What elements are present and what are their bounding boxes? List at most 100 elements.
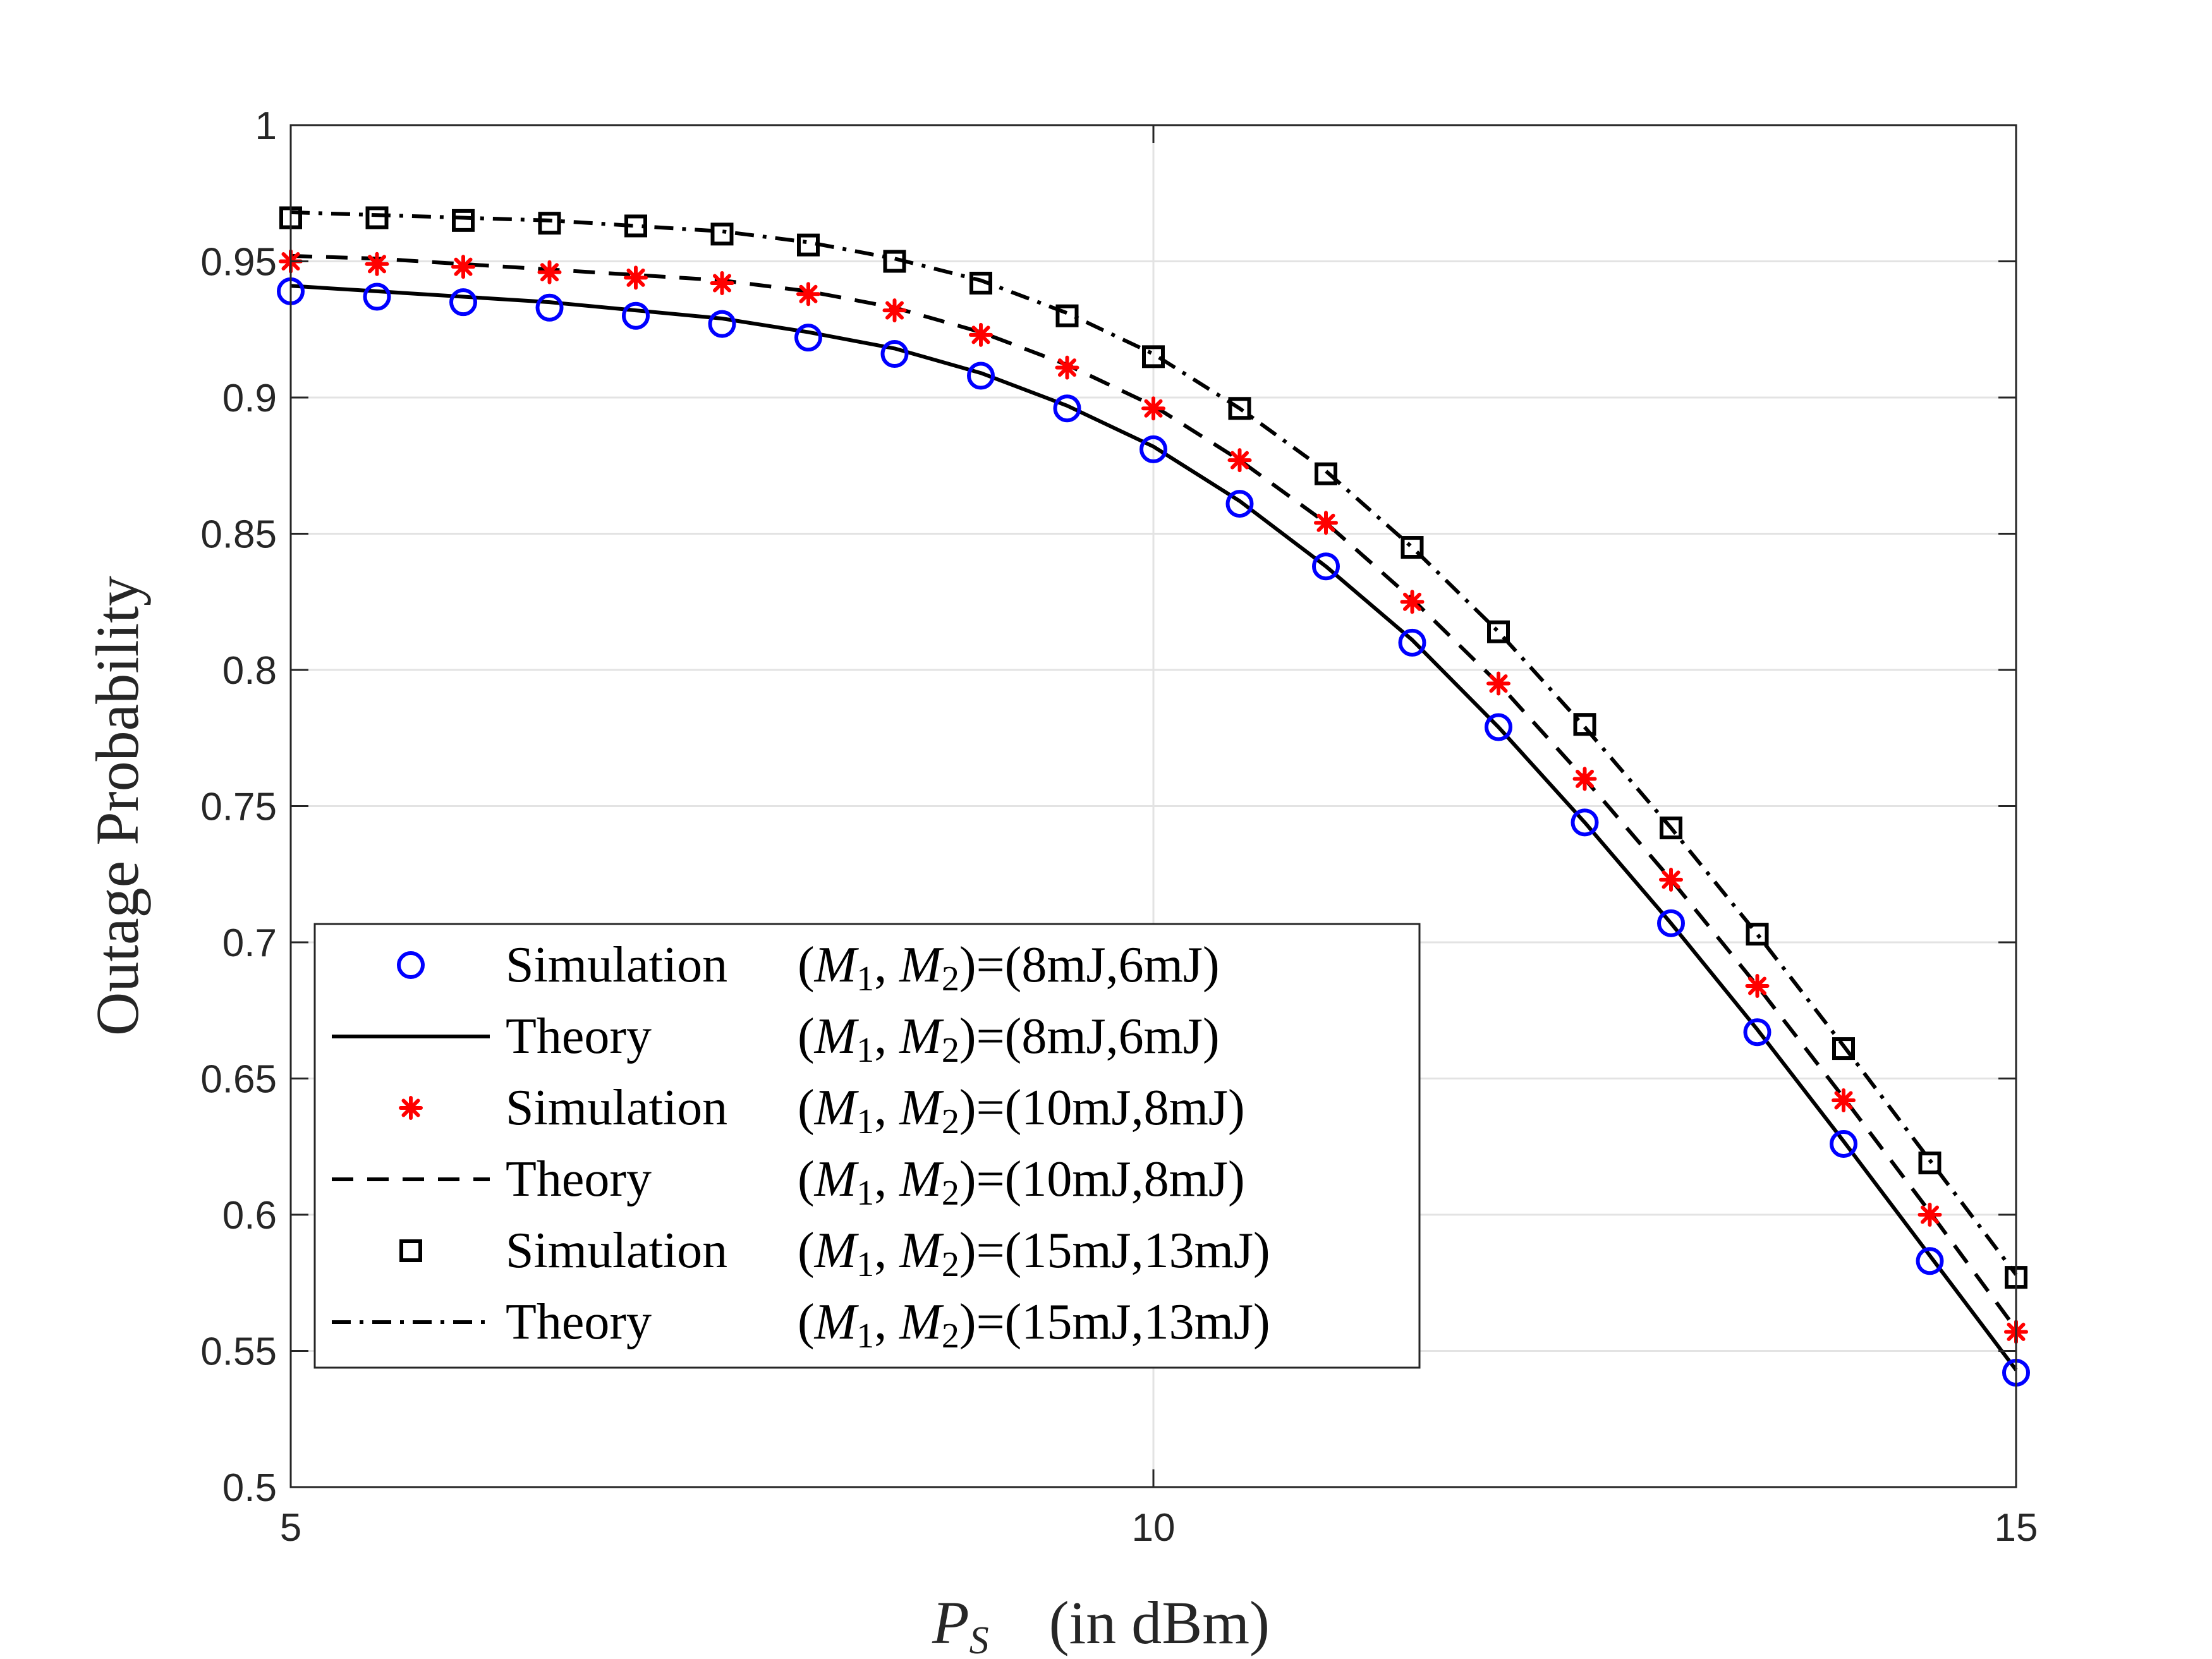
legend-marker-circle <box>397 951 425 979</box>
legend-marker-square <box>399 1239 422 1262</box>
asterisk-stroke <box>712 274 732 293</box>
series-line-dashed <box>290 253 2018 1330</box>
legend-value: )=(15mJ,13mJ) <box>959 1294 1270 1350</box>
data-point-square <box>452 209 475 232</box>
y-tick-label: 0.9 <box>222 377 277 420</box>
legend-comma: , <box>874 1080 899 1136</box>
legend-label-kind: Theory <box>506 1152 652 1207</box>
legend-label-kind: Theory <box>506 1009 652 1064</box>
asterisk-stroke <box>1144 399 1163 418</box>
legend-subscript: 2 <box>942 959 959 999</box>
asterisk-stroke <box>799 284 818 303</box>
legend-symbol: M <box>899 1080 944 1136</box>
data-point-asterisk <box>710 270 734 295</box>
legend-symbol: M <box>899 1294 944 1350</box>
legend-symbol: M <box>899 1009 944 1064</box>
legend-symbol: M <box>899 1152 944 1207</box>
data-point-square <box>1832 1037 1855 1060</box>
data-point-circle <box>967 362 995 390</box>
y-axis-label: Outage Probability <box>83 576 151 1036</box>
data-point-square <box>538 212 561 235</box>
asterisk-stroke <box>1057 358 1077 377</box>
legend-subscript: 1 <box>856 1316 874 1356</box>
legend-symbol: M <box>814 937 860 993</box>
legend-comma: , <box>874 1152 899 1207</box>
data-point-square <box>1660 816 1682 839</box>
data-point-asterisk <box>537 260 562 284</box>
legend-symbol: M <box>814 1009 860 1064</box>
asterisk-stroke <box>971 325 990 344</box>
legend-subscript: 1 <box>856 959 874 999</box>
data-point-circle <box>1053 394 1081 423</box>
data-point-circle <box>1830 1129 1857 1158</box>
x-tick-label: 5 <box>280 1506 301 1550</box>
legend-value: )=(8mJ,6mJ) <box>959 937 1220 993</box>
y-tick-label: 0.95 <box>200 241 277 284</box>
legend-paren: ( <box>798 1080 815 1136</box>
data-point-circle <box>1743 1018 1771 1047</box>
asterisk-stroke <box>1489 674 1508 693</box>
data-point-circle <box>363 283 391 311</box>
data-point-asterisk <box>1832 1088 1856 1112</box>
x-axis-unit: (in dBm) <box>1049 1589 1270 1656</box>
legend-symbol: M <box>814 1080 860 1136</box>
legend-paren: ( <box>798 1009 815 1064</box>
data-point-square <box>1315 462 1337 485</box>
legend-label-param: (M1, M2)=(10mJ,8mJ) <box>798 1080 1245 1141</box>
y-tick-label: 0.8 <box>222 649 277 693</box>
legend-subscript: 1 <box>856 1245 874 1284</box>
legend-subscript: 2 <box>942 1174 959 1213</box>
legend-marker-asterisk <box>399 1096 423 1120</box>
data-point-circle <box>1398 628 1426 657</box>
data-point-asterisk <box>882 298 907 323</box>
legend-label-param: (M1, M2)=(8mJ,6mJ) <box>798 1009 1220 1070</box>
y-tick-label: 0.5 <box>222 1466 277 1510</box>
data-point-circle <box>1657 909 1685 937</box>
data-point-asterisk <box>1745 973 1770 998</box>
data-point-square <box>883 250 906 273</box>
data-point-square <box>1401 536 1424 559</box>
x-axis-symbol: P <box>932 1589 969 1656</box>
legend-value: )=(10mJ,8mJ) <box>959 1152 1245 1207</box>
legend-label-kind: Simulation <box>506 937 727 993</box>
y-tick-label: 0.55 <box>200 1330 277 1374</box>
data-point-square <box>365 206 389 229</box>
data-point-asterisk <box>1486 671 1510 696</box>
asterisk-stroke <box>540 263 559 282</box>
data-point-asterisk <box>451 255 475 279</box>
legend-paren: ( <box>798 1223 815 1279</box>
legend-value: )=(8mJ,6mJ) <box>959 1009 1220 1064</box>
data-point-asterisk <box>969 322 993 347</box>
data-point-circle <box>1225 490 1254 518</box>
legend-paren: ( <box>798 1152 815 1207</box>
legend-subscript: 1 <box>856 1031 874 1070</box>
legend-box <box>313 923 1421 1369</box>
legend-comma: , <box>874 1009 899 1064</box>
legend-subscript: 1 <box>856 1102 874 1141</box>
asterisk-stroke <box>1230 451 1249 470</box>
legend-symbol: M <box>814 1294 860 1350</box>
data-point-asterisk <box>1572 767 1597 791</box>
legend-comma: , <box>874 1223 899 1279</box>
legend-value: )=(15mJ,13mJ) <box>959 1223 1270 1279</box>
data-point-circle <box>1916 1247 1944 1275</box>
data-point-square <box>1746 923 1769 946</box>
y-tick-label: 0.7 <box>222 921 277 965</box>
legend-subscript: 1 <box>856 1174 874 1213</box>
asterisk-stroke <box>1575 769 1595 788</box>
legend-subscript: 2 <box>942 1031 959 1070</box>
data-point-circle <box>1485 713 1512 741</box>
data-point-asterisk <box>1314 511 1338 535</box>
data-point-square <box>1487 620 1510 643</box>
data-point-square <box>969 271 992 295</box>
data-point-circle <box>708 310 736 338</box>
x-axis-subscript: S <box>969 1619 989 1659</box>
legend-label-param: (M1, M2)=(15mJ,13mJ) <box>798 1294 1270 1356</box>
legend-symbol: M <box>899 1223 944 1279</box>
legend-label-kind: Simulation <box>506 1223 727 1279</box>
legend-comma: , <box>874 937 899 993</box>
x-tick-label: 15 <box>1995 1506 2038 1550</box>
data-point-square <box>797 233 820 257</box>
data-point-square <box>624 214 647 238</box>
y-tick-label: 0.75 <box>200 786 277 829</box>
